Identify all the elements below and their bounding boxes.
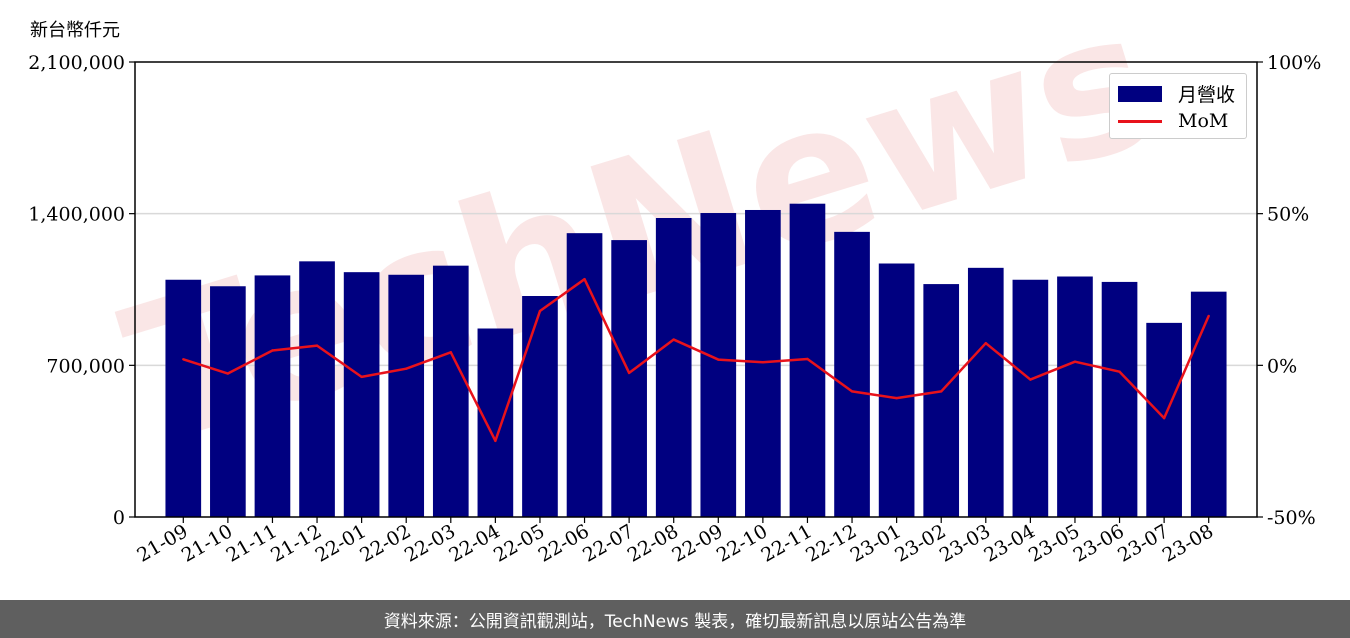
bar-21-10 <box>210 286 246 517</box>
plot-frame <box>134 61 1258 518</box>
mom-point-22-09 <box>717 358 720 361</box>
bar-23-06 <box>1101 281 1138 517</box>
x-tick-label-21-12: 21-12 <box>267 520 325 566</box>
mom-point-23-05 <box>1073 360 1077 363</box>
mom-point-23-04 <box>1029 378 1032 381</box>
y-left-tick-label: 2,100,000 <box>28 52 125 74</box>
bar-23-05 <box>1057 276 1093 517</box>
mom-point-23-01 <box>895 396 898 400</box>
mom-point-22-11 <box>806 357 809 361</box>
y-right-tick-label: 0% <box>1267 355 1297 377</box>
x-tick-label-22-11: 22-11 <box>758 520 816 566</box>
x-tick-label-22-02: 22-02 <box>356 520 414 566</box>
legend-swatch-line <box>1118 119 1162 123</box>
mom-point-22-10 <box>761 361 765 364</box>
legend-swatch-bar <box>1118 85 1162 102</box>
bar-22-03 <box>432 265 469 517</box>
x-tick-label-23-07: 23-07 <box>1114 520 1172 566</box>
bar-21-09 <box>165 279 202 517</box>
bar-22-12 <box>834 231 870 517</box>
mom-point-22-04 <box>494 439 497 443</box>
mom-point-22-05 <box>538 309 542 313</box>
legend-label-revenue: 月營收 <box>1178 84 1236 106</box>
mom-point-23-03 <box>984 341 987 345</box>
legend-item-mom: MoM <box>1118 110 1228 132</box>
bar-22-04 <box>477 328 514 517</box>
mom-point-21-12 <box>315 344 319 347</box>
x-tick-label-22-07: 22-07 <box>579 520 637 566</box>
footer-source: 資料來源：公開資訊觀測站，TechNews 製表，確切最新訊息以原站公告為準 <box>0 600 1350 638</box>
x-tick-label-23-03: 23-03 <box>936 520 994 566</box>
bar-21-12 <box>299 261 335 517</box>
mom-point-22-01 <box>360 375 363 379</box>
mom-point-22-02 <box>405 367 408 370</box>
legend: 月營收 MoM <box>1109 73 1247 139</box>
x-tick-label-21-09: 21-09 <box>133 520 191 566</box>
y-right-tick-label: -50% <box>1267 507 1316 529</box>
x-tick-label-21-10: 21-10 <box>178 520 236 566</box>
mom-point-22-03 <box>449 351 452 354</box>
mom-point-21-10 <box>226 372 230 375</box>
bar-23-08 <box>1190 291 1227 517</box>
x-tick-label-23-06: 23-06 <box>1070 520 1128 566</box>
bar-21-11 <box>254 275 291 517</box>
y-left-tick-label: 700,000 <box>46 355 125 377</box>
mom-point-23-02 <box>940 390 943 393</box>
bar-22-08 <box>655 218 692 517</box>
legend-item-revenue: 月營收 <box>1118 80 1235 107</box>
x-tick-label-23-08: 23-08 <box>1159 520 1217 566</box>
x-tick-label-23-04: 23-04 <box>980 520 1038 566</box>
y-left-tick-label: 0 <box>113 507 125 529</box>
mom-point-21-09 <box>182 358 185 361</box>
mom-point-21-11 <box>271 349 274 352</box>
y-axis-unit-label: 新台幣仟元 <box>30 20 120 41</box>
bar-22-01 <box>343 272 380 517</box>
bar-22-06 <box>566 233 603 517</box>
mom-point-23-07 <box>1162 416 1166 420</box>
x-tick-label-22-06: 22-06 <box>535 520 593 566</box>
bar-23-01 <box>878 263 915 517</box>
x-tick-label-22-04: 22-04 <box>445 520 503 566</box>
x-tick-label-22-03: 22-03 <box>401 520 459 566</box>
mom-line <box>182 277 1210 443</box>
mom-point-22-12 <box>850 390 854 393</box>
y-left-tick-label: 1,400,000 <box>28 204 125 226</box>
x-tick-label-22-10: 22-10 <box>713 520 771 566</box>
x-tick-label-23-01: 23-01 <box>847 520 905 566</box>
mom-point-23-06 <box>1118 370 1121 373</box>
x-tick-label-23-02: 23-02 <box>891 520 949 566</box>
x-tick-label-22-05: 22-05 <box>490 520 548 566</box>
bar-22-07 <box>611 240 647 517</box>
x-tick-label-22-08: 22-08 <box>624 520 682 566</box>
y-right-tick-label: 100% <box>1267 52 1321 74</box>
x-tick-label-21-11: 21-11 <box>223 520 281 566</box>
y-right-tick-label: 50% <box>1267 204 1309 226</box>
bar-22-09 <box>700 213 737 517</box>
mom-point-23-08 <box>1207 314 1210 318</box>
x-tick-label-23-05: 23-05 <box>1025 520 1083 566</box>
mom-point-22-06 <box>583 277 586 281</box>
x-tick-label-22-12: 22-12 <box>802 520 860 566</box>
x-tick-label-22-09: 22-09 <box>668 520 726 566</box>
bar-23-04 <box>1012 279 1049 517</box>
x-tick-label-22-01: 22-01 <box>312 520 370 566</box>
mom-point-22-08 <box>672 338 675 341</box>
bar-22-02 <box>388 274 425 517</box>
chart-svg: TechNews0700,0001,400,0002,100,000-50%0%… <box>28 0 1321 567</box>
mom-point-22-07 <box>627 371 631 375</box>
bar-23-02 <box>923 284 960 517</box>
legend-label-mom: MoM <box>1178 110 1229 132</box>
bar-23-03 <box>967 267 1004 517</box>
bar-22-05 <box>522 296 558 517</box>
bar-23-07 <box>1146 322 1182 517</box>
